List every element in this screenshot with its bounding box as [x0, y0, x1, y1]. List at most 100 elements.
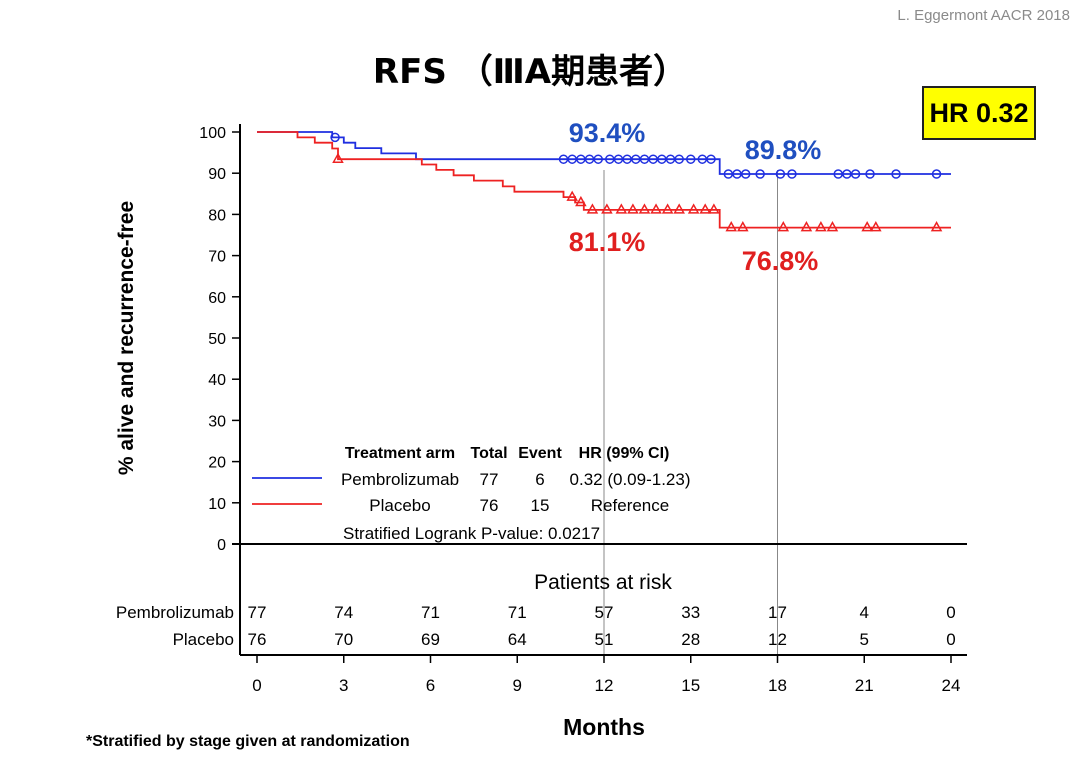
- y-tick-label: 30: [208, 413, 226, 430]
- censor-mark: [661, 203, 674, 214]
- legend-arm: Placebo: [369, 496, 430, 515]
- censor-mark: [615, 203, 628, 214]
- annotation-label: 89.8%: [745, 135, 822, 165]
- censor-mark: [815, 221, 827, 232]
- censor-mark: [686, 154, 696, 164]
- legend-hr: Reference: [591, 496, 669, 515]
- y-tick-label: 10: [208, 496, 226, 513]
- x-tick-label: 18: [768, 676, 787, 695]
- x-tick-label: 9: [513, 676, 522, 695]
- censor-mark: [755, 169, 765, 179]
- legend-event: 15: [531, 496, 550, 515]
- y-tick-label: 20: [208, 455, 226, 472]
- at-risk-value: 5: [860, 630, 869, 649]
- censor-mark: [575, 195, 587, 207]
- legend-pvalue: Stratified Logrank P-value: 0.0217: [343, 524, 600, 543]
- censor-mark: [740, 169, 751, 179]
- x-tick-label: 3: [339, 676, 348, 695]
- at-risk-value: 12: [768, 630, 787, 649]
- at-risk-value: 28: [681, 630, 700, 649]
- censor-mark: [787, 169, 797, 179]
- censor-mark: [931, 169, 942, 179]
- censor-mark: [593, 154, 603, 164]
- x-tick-label: 0: [252, 676, 261, 695]
- censor-mark: [800, 221, 813, 232]
- y-tick-label: 50: [208, 331, 226, 348]
- legend-event: 6: [535, 470, 544, 489]
- y-tick-label: 80: [208, 207, 226, 224]
- censor-mark: [687, 203, 700, 214]
- censor-mark: [861, 221, 873, 232]
- at-risk-value: 71: [508, 603, 527, 622]
- censor-mark: [737, 221, 749, 232]
- x-tick-label: 24: [942, 676, 961, 695]
- censor-mark: [674, 154, 684, 164]
- hr-badge: HR 0.32: [922, 86, 1036, 140]
- censor-mark: [673, 203, 685, 214]
- legend-header: Event: [518, 445, 562, 462]
- km-curve-placebo: [257, 131, 951, 229]
- x-tick-label: 15: [681, 676, 700, 695]
- censor-mark: [706, 154, 716, 164]
- footnote: *Stratified by stage given at randomizat…: [86, 733, 410, 750]
- censor-mark: [777, 221, 790, 232]
- censor-mark: [708, 203, 720, 214]
- censor-mark: [601, 203, 613, 214]
- y-tick-label: 0: [217, 537, 226, 554]
- y-tick-label: 70: [208, 249, 226, 266]
- censor-mark: [627, 203, 639, 214]
- at-risk-label: Placebo: [173, 630, 234, 649]
- censor-mark: [870, 221, 882, 232]
- y-tick-label: 90: [208, 166, 226, 183]
- legend-header: Total: [470, 445, 507, 462]
- at-risk-value: 17: [768, 603, 787, 622]
- km-curve-pembrolizumab: [257, 131, 951, 175]
- y-axis-label: % alive and recurrence-free: [115, 201, 138, 475]
- censor-mark: [650, 203, 662, 214]
- at-risk-value: 57: [595, 603, 614, 622]
- at-risk-value: 74: [334, 603, 353, 622]
- x-axis-label: Months: [563, 714, 645, 740]
- y-tick-label: 100: [199, 125, 226, 142]
- at-risk-value: 77: [248, 603, 267, 622]
- at-risk-value: 70: [334, 630, 353, 649]
- at-risk-value: 51: [595, 630, 614, 649]
- legend-header: Treatment arm: [345, 445, 455, 462]
- at-risk-value: 0: [946, 630, 955, 649]
- y-tick-label: 40: [208, 372, 226, 389]
- censor-mark: [850, 169, 861, 179]
- x-tick-label: 6: [426, 676, 435, 695]
- censor-mark: [566, 190, 578, 201]
- at-risk-value: 64: [508, 630, 527, 649]
- annotation-label: 76.8%: [742, 246, 819, 276]
- at-risk-value: 33: [681, 603, 700, 622]
- annotation-label: 81.1%: [569, 227, 646, 257]
- source-credit: L. Eggermont AACR 2018: [897, 7, 1070, 24]
- legend-total: 76: [480, 496, 499, 515]
- censor-mark: [330, 132, 340, 143]
- censor-mark: [865, 169, 875, 179]
- page-title: RFS （ⅢA期患者）: [372, 52, 688, 92]
- at-risk-label: Pembrolizumab: [116, 603, 234, 622]
- censor-mark: [826, 221, 839, 232]
- at-risk-value: 71: [421, 603, 440, 622]
- censor-mark: [930, 221, 943, 232]
- annotation-label: 93.4%: [569, 118, 646, 148]
- at-risk-value: 0: [946, 603, 955, 622]
- at-risk-value: 69: [421, 630, 440, 649]
- legend-arm: Pembrolizumab: [341, 470, 459, 489]
- at-risk-value: 76: [248, 630, 267, 649]
- at-risk-title: Patients at risk: [534, 571, 672, 594]
- censor-mark: [891, 169, 901, 179]
- x-tick-label: 12: [595, 676, 614, 695]
- legend-hr: 0.32 (0.09-1.23): [570, 470, 691, 489]
- at-risk-value: 4: [860, 603, 869, 622]
- censor-mark: [638, 203, 651, 214]
- x-tick-label: 21: [855, 676, 874, 695]
- censor-mark: [725, 221, 738, 232]
- censor-mark: [332, 152, 344, 163]
- censor-mark: [699, 203, 711, 214]
- legend-header: HR (99% CI): [579, 445, 670, 462]
- legend-total: 77: [480, 470, 499, 489]
